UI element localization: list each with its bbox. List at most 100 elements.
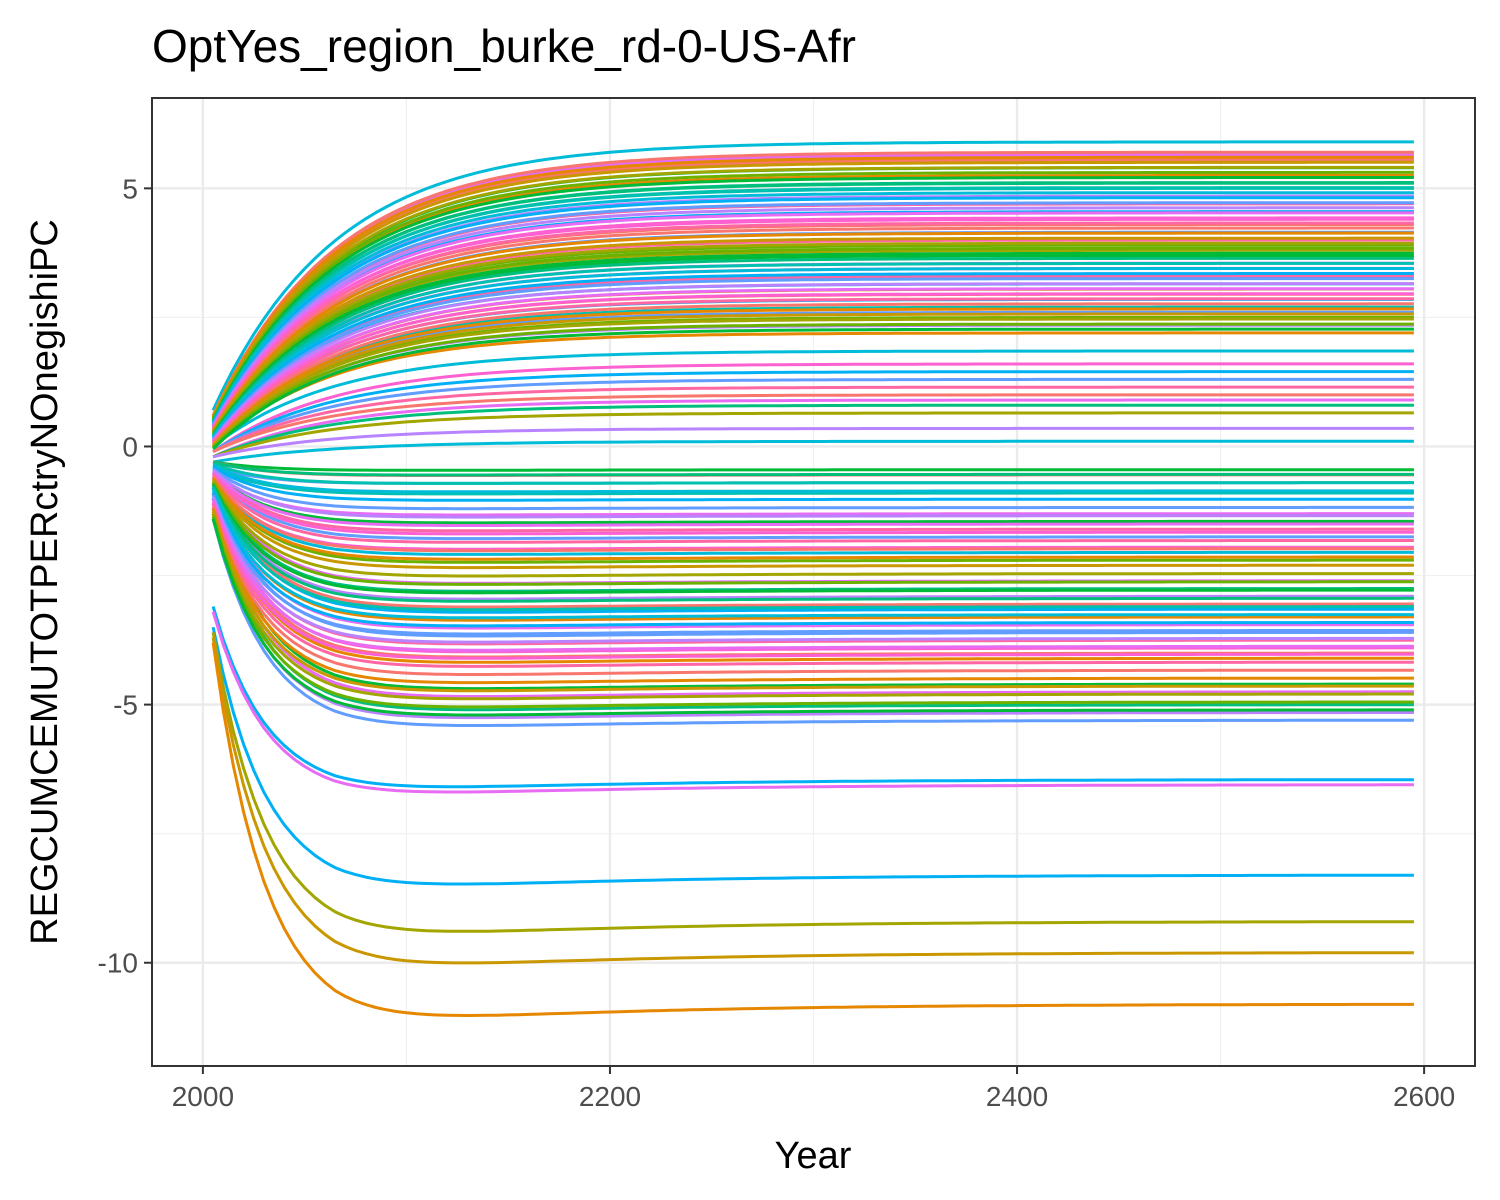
- series-line: [211, 513, 1414, 701]
- series-line: [211, 487, 1414, 638]
- series-line: [211, 471, 1414, 541]
- series-line: [211, 261, 1414, 438]
- series-line: [211, 160, 1414, 419]
- series-line: [212, 411, 1414, 459]
- series-line: [211, 482, 1414, 586]
- series-line: [211, 492, 1414, 646]
- y-tick-label: 0: [122, 431, 138, 462]
- x-tick-label: 2000: [172, 1081, 234, 1112]
- y-tick-label: 5: [122, 173, 138, 204]
- series-line: [212, 393, 1414, 453]
- series-line: [211, 155, 1414, 418]
- series-line: [211, 206, 1414, 427]
- series-line: [211, 176, 1414, 421]
- series-line: [211, 476, 1414, 564]
- series-line: [211, 216, 1414, 429]
- series-line: [211, 476, 1414, 556]
- series-line: [212, 464, 1414, 494]
- series-line: [211, 241, 1414, 434]
- series-line: [211, 508, 1414, 685]
- series-line: [212, 385, 1414, 453]
- series-line: [211, 297, 1414, 445]
- series-line: [211, 480, 1414, 578]
- series-line: [211, 611, 1414, 794]
- series-line: [211, 507, 1414, 712]
- series-line: [212, 322, 1414, 449]
- series-line: [211, 485, 1414, 603]
- series-line: [212, 317, 1414, 449]
- series-line: [212, 471, 1414, 517]
- series-line: [211, 481, 1414, 601]
- series-line: [212, 398, 1414, 459]
- series-line: [212, 469, 1414, 519]
- series-line: [211, 153, 1414, 417]
- series-line: [212, 312, 1414, 448]
- series-line: [211, 221, 1414, 430]
- y-axis-title: REGCUMCEMUTOTPERctryNOnegishiPC: [24, 219, 66, 945]
- chart-title: OptYes_region_burke_rd-0-US-Afr: [152, 20, 856, 72]
- series-line: [211, 513, 1414, 720]
- series-line: [211, 642, 1414, 1017]
- series-line: [211, 481, 1414, 609]
- series-line: [212, 465, 1414, 496]
- series-line: [212, 465, 1414, 502]
- x-tick-label: 2200: [579, 1081, 641, 1112]
- series-line: [212, 305, 1414, 443]
- series-line: [212, 426, 1414, 459]
- series-line: [211, 292, 1414, 444]
- series-line: [211, 499, 1414, 652]
- series-line: [211, 501, 1414, 660]
- series-line: [211, 606, 1414, 789]
- series-line: [212, 403, 1414, 459]
- series-line: [211, 496, 1414, 644]
- series-line: [211, 226, 1414, 431]
- series-line: [211, 497, 1414, 664]
- series-line: [211, 481, 1414, 593]
- series-line: [211, 637, 1414, 965]
- series-line: [212, 362, 1414, 453]
- series-line: [212, 462, 1414, 485]
- series-line: [211, 274, 1414, 438]
- series-line: [211, 196, 1414, 425]
- series-line: [211, 475, 1414, 553]
- series-line: [211, 487, 1414, 622]
- series-line: [211, 474, 1414, 544]
- series-line: [211, 487, 1414, 612]
- series-line: [211, 632, 1414, 933]
- series-line: [211, 251, 1414, 436]
- series-line: [211, 191, 1414, 424]
- series-line: [211, 482, 1414, 614]
- series-line: [211, 158, 1414, 417]
- series-line: [211, 494, 1414, 636]
- plot-panel: [151, 97, 1476, 1067]
- series-line: [211, 287, 1414, 443]
- y-tick-label: -5: [113, 690, 138, 721]
- panel-border: [151, 97, 1476, 1067]
- series-line: [211, 483, 1414, 595]
- series-line: [211, 497, 1414, 691]
- series-line: [211, 236, 1414, 433]
- series-line: [212, 377, 1414, 453]
- series-line: [212, 370, 1414, 453]
- series-line: [211, 478, 1414, 570]
- x-axis-title: Year: [775, 1135, 852, 1177]
- y-axis-ticks: -10 -5 0 5: [98, 173, 152, 979]
- series-line: [211, 267, 1414, 439]
- series-line: [211, 150, 1414, 417]
- series-line: [211, 282, 1414, 442]
- series-line: [211, 477, 1414, 561]
- series-line: [211, 256, 1414, 437]
- series-line: [212, 460, 1414, 472]
- series-line: [211, 165, 1414, 420]
- series-line: [211, 511, 1414, 693]
- series-line: [211, 170, 1414, 420]
- series-line: [211, 487, 1414, 630]
- series-line: [211, 472, 1414, 536]
- series-line: [211, 201, 1414, 426]
- series-line: [211, 272, 1414, 440]
- x-axis-ticks: 2000 2200 2400 2600: [172, 1066, 1455, 1112]
- series-line: [212, 439, 1414, 464]
- x-tick-label: 2400: [986, 1081, 1048, 1112]
- series-line: [211, 626, 1414, 886]
